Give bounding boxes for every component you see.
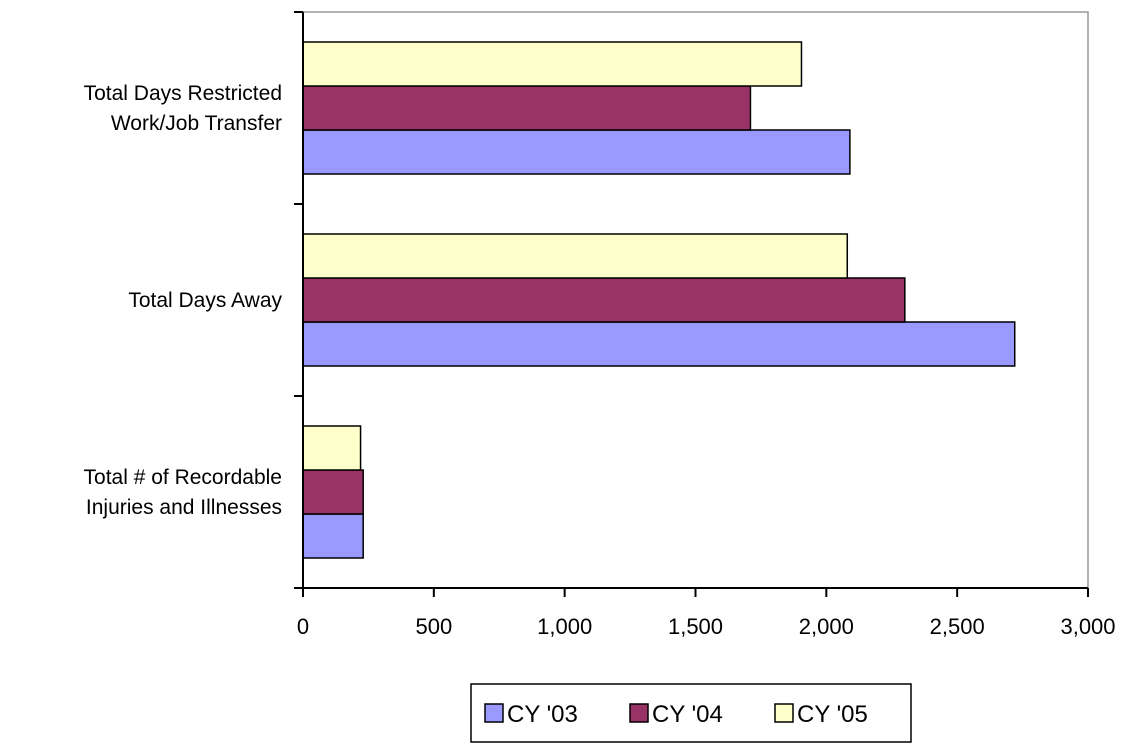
- legend-swatch: [629, 703, 649, 723]
- category-label: Total Days Away: [128, 289, 282, 312]
- x-tick-label: 3,000: [1060, 614, 1115, 639]
- axes: [294, 11, 1089, 597]
- category-label: Total Days Restricted: [84, 82, 282, 105]
- bar: [302, 41, 803, 87]
- legend-swatch: [484, 703, 504, 723]
- bar: [302, 513, 364, 559]
- x-tick-label: 1,000: [537, 614, 592, 639]
- bars: [302, 41, 1016, 559]
- x-tick-label: 2,000: [799, 614, 854, 639]
- bar: [302, 469, 364, 515]
- legend: CY '03 CY '04 CY '05: [470, 683, 912, 743]
- legend-box: [470, 683, 912, 743]
- legend-label: CY '04: [652, 701, 723, 728]
- bar: [302, 129, 851, 175]
- bar: [302, 425, 362, 471]
- category-label: Work/Job Transfer: [111, 112, 282, 135]
- bar: [302, 321, 1016, 367]
- bar: [302, 233, 849, 279]
- x-tick-label: 2,500: [930, 614, 985, 639]
- category-label: Injuries and Illnesses: [86, 496, 282, 519]
- x-tick-label: 0: [297, 614, 309, 639]
- labels: Total Days Restricted Work/Job Transfer To…: [84, 82, 1116, 639]
- x-tick-label: 1,500: [668, 614, 723, 639]
- legend-label: CY '05: [797, 701, 868, 728]
- bar: [302, 277, 906, 323]
- legend-swatch: [774, 703, 794, 723]
- x-tick-label: 500: [415, 614, 452, 639]
- legend-label: CY '03: [507, 701, 578, 728]
- bar: [302, 85, 752, 131]
- category-label: Total # of Recordable: [84, 466, 282, 489]
